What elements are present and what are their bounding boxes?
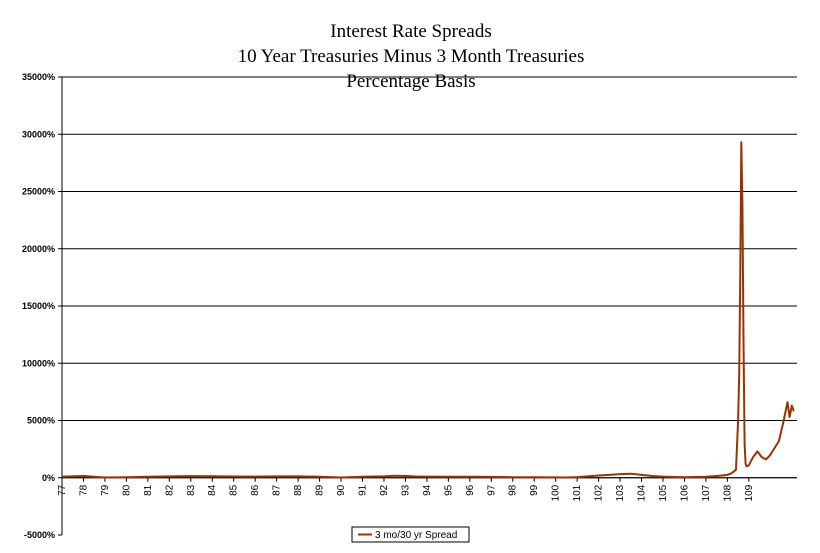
x-tick-label: 98 (508, 484, 519, 496)
x-tick-label: 97 (486, 484, 497, 496)
gridlines (62, 76, 797, 479)
x-tick-label: 78 (78, 484, 89, 496)
x-tick-label: 80 (121, 484, 132, 496)
y-tick-label: 15000% (22, 301, 55, 311)
x-tick-label: 81 (143, 484, 154, 496)
y-tick-label: 10000% (22, 358, 55, 368)
x-tick-label: 101 (572, 484, 583, 501)
y-tick-label: 30000% (22, 129, 55, 139)
x-tick-label: 82 (164, 484, 175, 496)
x-tick-label: 109 (744, 484, 755, 501)
x-tick-label: 86 (250, 484, 261, 496)
x-tick-label: 102 (594, 484, 605, 501)
x-tick-label: 79 (100, 484, 111, 496)
x-tick-label: 99 (529, 484, 540, 496)
x-tick-label: 100 (551, 484, 562, 501)
y-tick-label: 25000% (22, 187, 55, 197)
legend-box (351, 526, 470, 543)
x-tick-label: 108 (722, 484, 733, 501)
x-tick-label: 103 (615, 484, 626, 501)
x-tick-label: 87 (272, 484, 283, 496)
x-tick-label: 104 (637, 484, 648, 501)
x-tick-label: 84 (207, 484, 218, 496)
chart-title-line-2: 10 Year Treasuries Minus 3 Month Treasur… (238, 46, 585, 67)
x-tick-label: 94 (422, 484, 433, 496)
x-tick-label: 77 (57, 484, 68, 496)
x-tick-label: 107 (701, 484, 712, 501)
series-line (61, 141, 795, 479)
chart-title-line-3: Percentage Basis (346, 71, 475, 92)
legend-label: 3 mo/30 yr Spread (375, 530, 457, 541)
y-tick-label: 20000% (22, 244, 55, 254)
x-tick-label: 105 (658, 484, 669, 501)
y-axis: -5000% 0% 5000% 10000% 15000% 20000% 25000% 300… (22, 72, 63, 540)
x-tick-label: 89 (315, 484, 326, 496)
x-tick-label: 91 (357, 484, 368, 496)
x-tick-label: 95 (443, 484, 454, 496)
x-tick-label: 106 (679, 484, 690, 501)
chart-title-line-1: Interest Rate Spreads (330, 21, 491, 42)
x-tick-label: 85 (229, 484, 240, 496)
x-axis: 77 78 79 80 81 82 83 84 85 86 87 88 89 90 91 92 93 94 95 96… (57, 477, 755, 501)
chart-title: Interest Rate Spreads 10 Year Treasuries… (238, 21, 585, 92)
y-tick-label: 0% (42, 473, 55, 483)
x-tick-label: 96 (465, 484, 476, 496)
y-tick-label: 35000% (22, 72, 55, 82)
y-tick-label: -5000% (24, 530, 55, 540)
x-tick-label: 90 (336, 484, 347, 496)
x-tick-label: 93 (400, 484, 411, 496)
series-group (61, 141, 795, 479)
y-tick-label: 5000% (27, 416, 55, 426)
x-tick-label: 83 (186, 484, 197, 496)
legend: 3 mo/30 yr Spread (351, 526, 470, 543)
x-tick-label: 92 (379, 484, 390, 496)
x-tick-label: 88 (293, 484, 304, 496)
